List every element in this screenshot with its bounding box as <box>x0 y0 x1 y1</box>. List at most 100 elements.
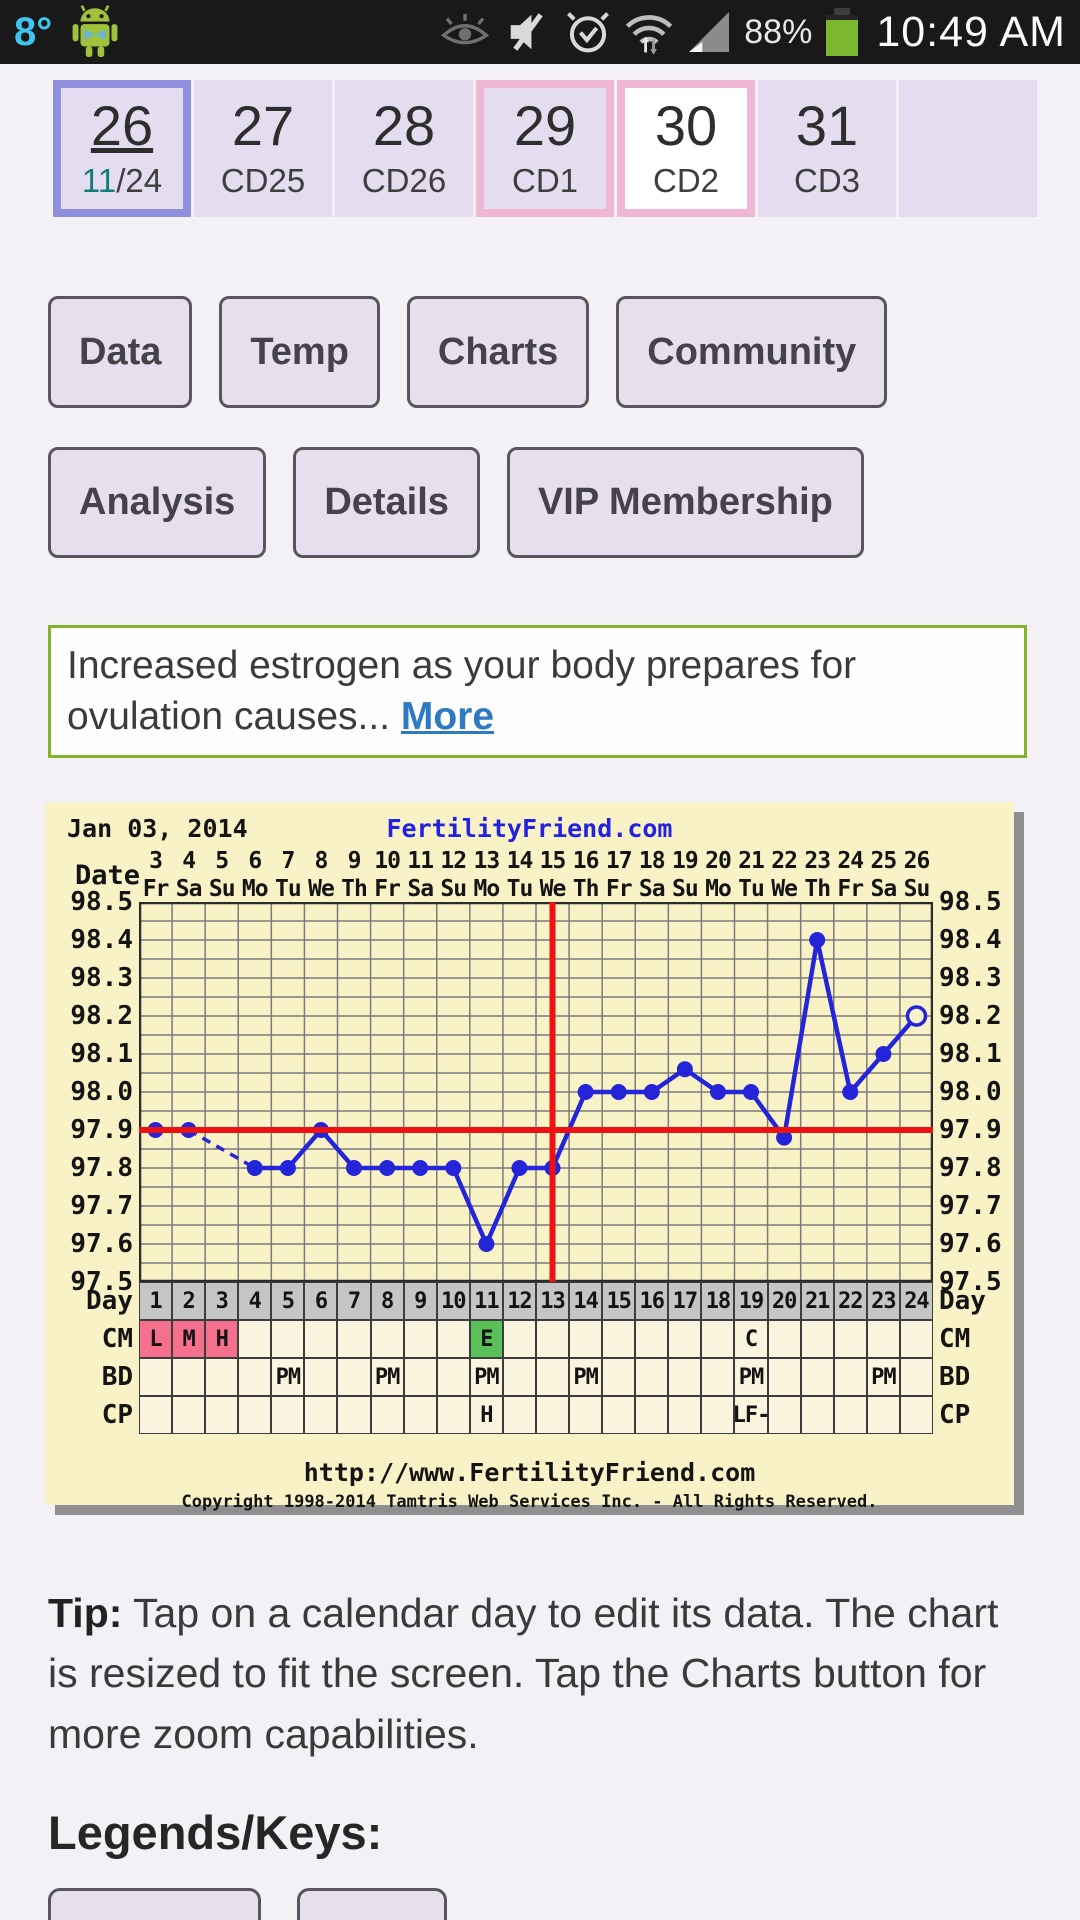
chart-footer-url: http://www.FertilityFriend.com <box>303 1458 756 1487</box>
bd-row-cell <box>304 1358 338 1396</box>
cervical-position-row-cell: H <box>469 1396 503 1434</box>
calendar-day-cell[interactable]: 29 CD1 <box>476 80 614 217</box>
day-number-row-cell: 1 <box>139 1282 173 1320</box>
bd-row-cell <box>535 1358 570 1396</box>
date-number: 15 <box>539 848 567 874</box>
nav-button-charts[interactable]: Charts <box>406 296 590 408</box>
y-tick-label: 97.9 <box>939 1115 1002 1145</box>
cervical-mucus-row-cell: H <box>205 1320 239 1358</box>
legend-button-partial-1[interactable] <box>48 1888 261 1920</box>
calendar-day-cell[interactable]: 31 CD3 <box>758 80 896 217</box>
calendar-day-cell[interactable]: 28 CD26 <box>335 80 473 217</box>
y-tick-label: 98.3 <box>939 963 1002 993</box>
weekday: Th <box>804 876 831 902</box>
date-number: 25 <box>870 848 898 874</box>
row-label-day: Day <box>86 1286 133 1316</box>
day-number-row-cell: 4 <box>238 1282 272 1320</box>
more-link[interactable]: More <box>400 695 495 739</box>
signal-icon <box>686 12 732 52</box>
cervical-position-row-cell: LF- <box>734 1396 768 1434</box>
day-number-row-cell: 9 <box>403 1282 437 1320</box>
nav-button-community[interactable]: Community <box>616 296 888 408</box>
pregnancy-tip-box: Increased estrogen as your body prepares… <box>48 625 1027 758</box>
weekday: Sa <box>407 876 434 902</box>
day-number-row-cell: 19 <box>734 1282 768 1320</box>
day-number-row-cell: 14 <box>569 1282 603 1320</box>
date-number: 11 <box>407 848 434 874</box>
day-number-row-cell: 3 <box>205 1282 239 1320</box>
cervical-position-row-cell <box>602 1396 636 1434</box>
y-tick-label: 98.1 <box>939 1039 1002 1069</box>
bd-row-cell <box>337 1358 371 1396</box>
calendar-day-subtext: CD26 <box>361 161 447 199</box>
weather-temperature: 8° <box>14 9 53 54</box>
cervical-position-row-cell <box>833 1396 867 1434</box>
calendar-day-cell <box>899 80 1037 217</box>
cervical-position-row-cell <box>701 1396 735 1434</box>
weekday: We <box>308 876 335 902</box>
bd-row-cell <box>172 1358 206 1396</box>
bd-row-cell: PM <box>569 1358 603 1396</box>
date-number: 26 <box>903 848 931 874</box>
cervical-mucus-row-cell <box>271 1320 305 1358</box>
cervical-mucus-row-cell: C <box>734 1320 768 1358</box>
day-number-row-cell: 6 <box>304 1282 338 1320</box>
nav-button-data[interactable]: Data <box>48 296 193 408</box>
y-tick-label: 97.5 <box>70 1267 133 1297</box>
cervical-mucus-row-cell <box>602 1320 636 1358</box>
calendar-day-cell[interactable]: 26 11/24 <box>53 80 191 217</box>
day-number-row-cell: 23 <box>866 1282 900 1320</box>
day-number-row-cell: 22 <box>833 1282 867 1320</box>
y-tick-label: 98.0 <box>70 1077 133 1107</box>
alarm-icon <box>564 9 612 55</box>
date-number: 7 <box>281 848 295 874</box>
cervical-position-row-cell <box>899 1396 933 1434</box>
weekday: Fr <box>142 876 170 902</box>
nav-button-temp[interactable]: Temp <box>219 296 380 408</box>
bd-row-cell <box>436 1358 470 1396</box>
day-number-row-cell: 10 <box>436 1282 470 1320</box>
calendar-day-cell[interactable]: 30 CD2 <box>617 80 755 217</box>
day-number-row-cell: 12 <box>502 1282 536 1320</box>
weekday: Sa <box>870 876 898 902</box>
calendar-day-number: 29 <box>513 93 577 157</box>
weekday: Tu <box>506 876 534 902</box>
row-label-day: Day <box>939 1286 986 1316</box>
y-tick-label: 97.5 <box>939 1267 1002 1297</box>
nav-button-analysis[interactable]: Analysis <box>48 447 267 558</box>
cervical-mucus-row-cell <box>238 1320 272 1358</box>
cervical-mucus-row-cell <box>304 1320 338 1358</box>
tip-text: Tap on a calendar day to edit its data. … <box>48 1590 999 1757</box>
cervical-position-row-cell <box>866 1396 900 1434</box>
nav-button-vip-membership[interactable]: VIP Membership <box>506 447 864 558</box>
calendar-day-subtext: CD3 <box>793 161 861 199</box>
date-number: 12 <box>440 848 467 874</box>
cervical-position-row-cell <box>767 1396 801 1434</box>
y-tick-label: 97.8 <box>939 1153 1002 1183</box>
y-tick-label: 98.5 <box>70 887 133 917</box>
day-number-row-cell: 15 <box>602 1282 636 1320</box>
cervical-position-row-cell <box>271 1396 305 1434</box>
calendar-day-number: 30 <box>654 93 718 157</box>
cervical-position-row-cell <box>370 1396 404 1434</box>
cervical-position-row-cell <box>569 1396 603 1434</box>
calendar-day-cell[interactable]: 27 CD25 <box>194 80 332 217</box>
legend-button-partial-2[interactable] <box>297 1888 447 1920</box>
date-number: 17 <box>605 848 633 874</box>
date-number: 22 <box>771 848 798 874</box>
row-label-cm: CM <box>939 1324 971 1354</box>
cervical-mucus-row-cell: M <box>172 1320 206 1358</box>
cervical-mucus-row-cell <box>668 1320 702 1358</box>
y-tick-label: 98.2 <box>70 1001 133 1031</box>
day-number-row-cell: 5 <box>271 1282 305 1320</box>
nav-button-details[interactable]: Details <box>293 447 480 558</box>
smart-stay-eye-icon <box>438 10 492 54</box>
date-number: 10 <box>374 848 401 874</box>
weekday: We <box>771 876 798 902</box>
day-number-row-cell: 24 <box>899 1282 933 1320</box>
weekday: We <box>539 876 567 902</box>
cervical-position-row-cell <box>502 1396 536 1434</box>
y-tick-label: 98.4 <box>70 925 133 955</box>
